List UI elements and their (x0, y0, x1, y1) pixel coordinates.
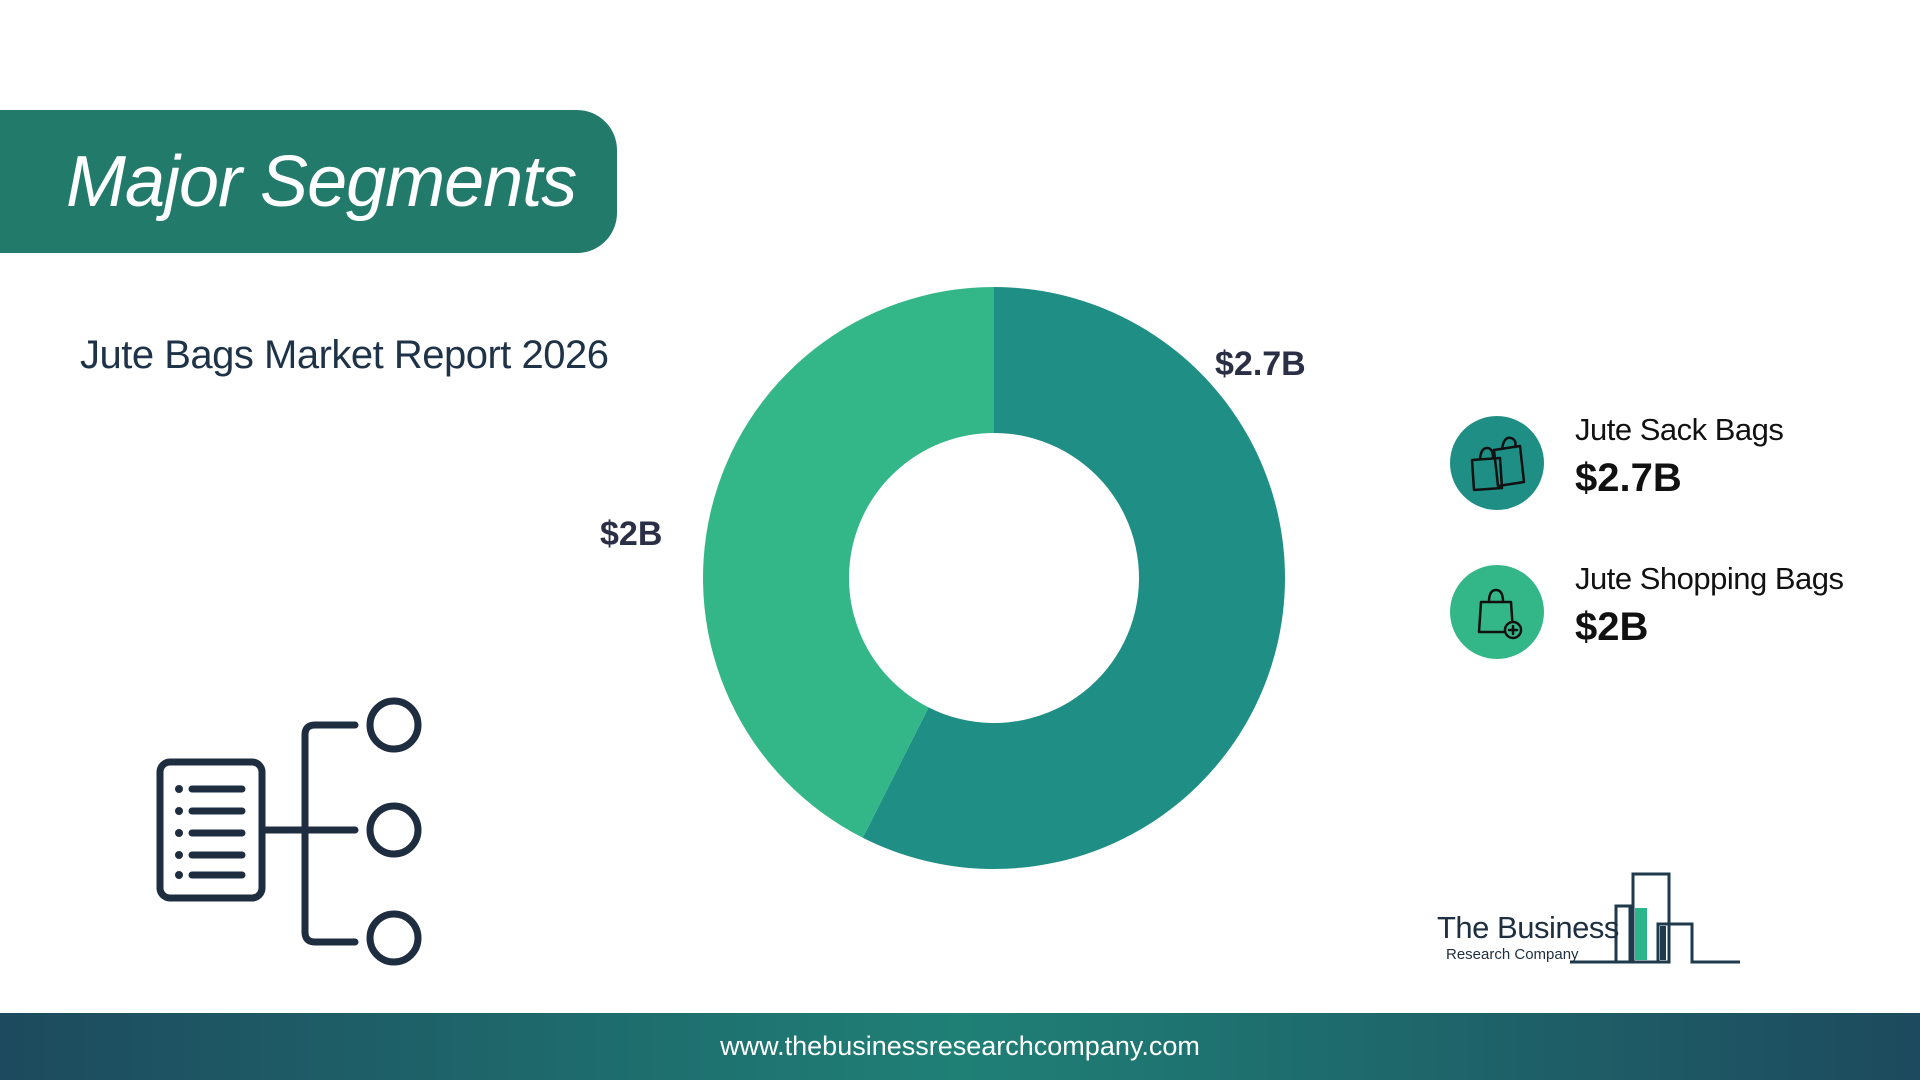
legend-swatch (1450, 416, 1544, 510)
legend-item-jute-sack-bags: Jute Sack Bags $2.7B (1450, 412, 1910, 516)
logo-text-line2: Research Company (1446, 946, 1579, 963)
footer-url-link[interactable]: www.thebusinessresearchcompany.com (720, 1031, 1200, 1061)
legend-label: Jute Sack Bags (1575, 412, 1784, 447)
page-title: Major Segments (66, 141, 577, 222)
data-label-jute-shopping-bags: $2B (600, 515, 663, 553)
logo-bars-graphic (1570, 872, 1740, 964)
legend-value: $2.7B (1575, 456, 1682, 500)
logo-text-line1: The Business (1437, 910, 1619, 945)
legend-label: Jute Shopping Bags (1575, 561, 1844, 596)
footer-bar: www.thebusinessresearchcompany.com (0, 1013, 1920, 1080)
segments-tree-icon (156, 697, 422, 966)
shopping-bags-icon (1470, 436, 1526, 492)
donut-chart (703, 287, 1286, 869)
title-banner: Major Segments (0, 110, 617, 253)
donut-slice-jute-sack-bags (862, 287, 1286, 869)
shopping-bag-add-icon (1477, 588, 1523, 640)
data-label-jute-sack-bags: $2.7B (1215, 345, 1306, 383)
legend-swatch (1450, 565, 1544, 659)
donut-slice-jute-shopping-bags (703, 287, 994, 838)
legend-value: $2B (1575, 605, 1649, 649)
report-subtitle: Jute Bags Market Report 2026 (80, 333, 609, 377)
company-logo: The Business Research Company (1430, 870, 1750, 970)
legend-item-jute-shopping-bags: Jute Shopping Bags $2B (1450, 561, 1910, 665)
